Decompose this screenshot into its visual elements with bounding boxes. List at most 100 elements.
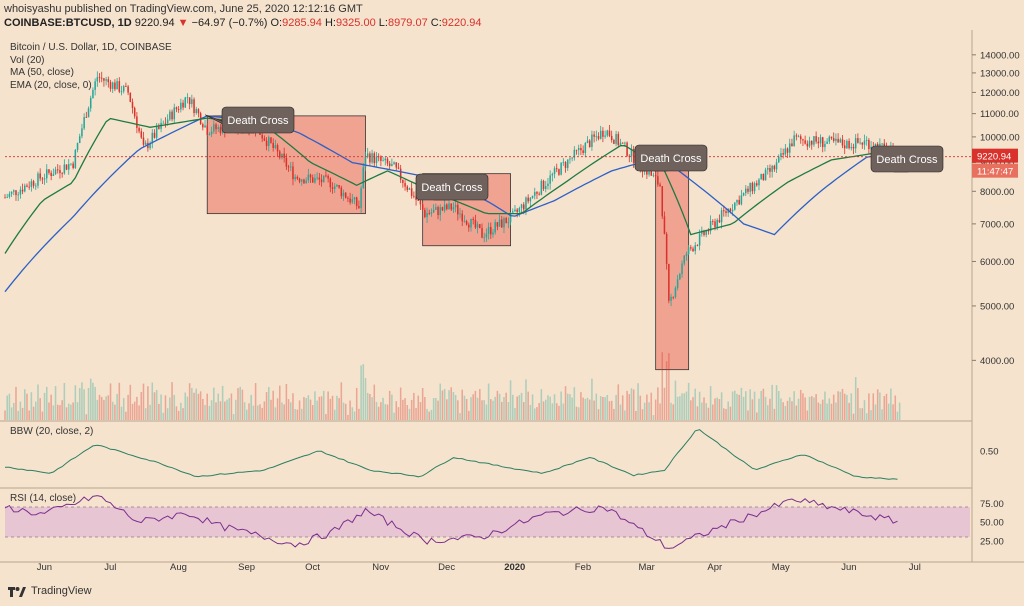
volume-bar: [402, 399, 404, 420]
volume-bar: [52, 405, 55, 420]
volume-bar: [349, 400, 351, 420]
volume-bar: [353, 411, 356, 420]
volume-bar: [160, 394, 162, 420]
volume-bar: [397, 407, 400, 420]
candle-body: [142, 137, 145, 145]
volume-bar: [584, 398, 587, 420]
volume-bar: [621, 395, 624, 420]
candle-body: [83, 117, 85, 129]
candle-body: [325, 175, 327, 177]
vol-indicator-label[interactable]: Vol (20): [10, 54, 45, 66]
candle-body: [206, 125, 209, 135]
candle-body: [373, 153, 376, 164]
tradingview-icon: [8, 587, 26, 597]
rsi-indicator-label: RSI (14, close): [10, 493, 76, 504]
candle-body: [716, 219, 718, 228]
volume-bar: [50, 394, 52, 420]
volume-bar: [419, 402, 422, 420]
candle-body: [531, 195, 534, 198]
candle-body: [210, 131, 213, 135]
ma-indicator-label[interactable]: MA (50, close): [10, 67, 74, 78]
volume-bar: [810, 396, 813, 420]
volume-bar: [457, 400, 459, 420]
volume-bar: [544, 399, 547, 420]
volume-bar: [736, 393, 738, 420]
volume-bar: [782, 402, 784, 420]
volume-bar: [580, 392, 582, 420]
candle-body: [512, 211, 514, 213]
candle-body: [333, 186, 336, 189]
candle-body: [707, 230, 710, 232]
candle-body: [782, 153, 784, 155]
volume-bar: [619, 404, 622, 420]
candle-body: [109, 82, 112, 89]
volume-bar: [89, 378, 92, 420]
volume-bar: [461, 389, 463, 420]
candle-body: [448, 203, 450, 210]
volume-bar: [769, 398, 771, 420]
volume-bar: [610, 400, 613, 420]
volume-bar: [617, 384, 620, 420]
volume-bar: [509, 380, 512, 420]
candle-body: [832, 138, 835, 141]
candle-body: [536, 192, 538, 194]
volume-bar: [78, 388, 81, 420]
volume-bar: [182, 408, 184, 420]
candle-body: [19, 189, 22, 195]
candle-body: [61, 173, 63, 174]
volume-bar: [435, 398, 437, 420]
volume-bar: [424, 397, 426, 420]
volume-bar: [215, 402, 217, 420]
candle-body: [283, 153, 285, 158]
tradingview-logo[interactable]: TradingView: [8, 585, 92, 597]
volume-bar: [505, 392, 507, 420]
volume-bar: [263, 401, 266, 420]
candle-body: [788, 143, 791, 153]
candle-body: [311, 177, 314, 183]
candle-body: [720, 210, 723, 223]
candle-body: [766, 168, 769, 170]
volume-bar: [248, 403, 250, 420]
volume-bar: [571, 397, 573, 420]
volume-bar: [498, 393, 501, 420]
candle-body: [527, 197, 529, 202]
volume-bar: [771, 384, 773, 420]
candle-body: [155, 126, 158, 138]
volume-bar: [237, 388, 239, 420]
volume-bar: [494, 396, 496, 420]
candle-body: [41, 178, 44, 180]
volume-bar: [276, 398, 279, 420]
candle-body: [668, 263, 670, 301]
volume-bar: [432, 397, 435, 420]
time-axis: Jun Jul Aug Sep Oct Nov Dec 2020 Feb Mar Apr May Jun…: [37, 562, 921, 573]
candle-body: [698, 233, 701, 246]
volume-bar: [709, 386, 712, 420]
chart-title[interactable]: Bitcoin / U.S. Dollar, 1D, COINBASE: [10, 42, 172, 53]
candle-body: [261, 134, 263, 139]
volume-bar: [865, 413, 868, 420]
callout-label: Death Cross: [421, 182, 483, 194]
candle-body: [173, 107, 176, 120]
candle-body: [742, 193, 745, 196]
ema-indicator-label[interactable]: EMA (20, close, 0): [10, 79, 92, 91]
candle-body: [298, 178, 301, 182]
candle-body: [386, 158, 389, 164]
callout-bubble: [870, 145, 944, 173]
candle-body: [802, 139, 804, 141]
volume-bar: [661, 352, 664, 420]
candle-body: [533, 192, 536, 196]
volume-bar: [362, 364, 365, 420]
volume-bar: [109, 383, 112, 420]
volume-bar: [569, 394, 571, 420]
volume-bar: [21, 407, 24, 420]
volume-bar: [226, 399, 228, 420]
volume-bar: [650, 392, 653, 420]
volume-bar: [56, 404, 59, 420]
candle-body: [37, 173, 39, 186]
countdown-badge-text: 11:47:47: [977, 167, 1013, 178]
volume-bar: [450, 387, 452, 420]
candle-body: [619, 142, 622, 146]
candle-body: [621, 142, 624, 144]
rsi-line: [4, 495, 898, 549]
